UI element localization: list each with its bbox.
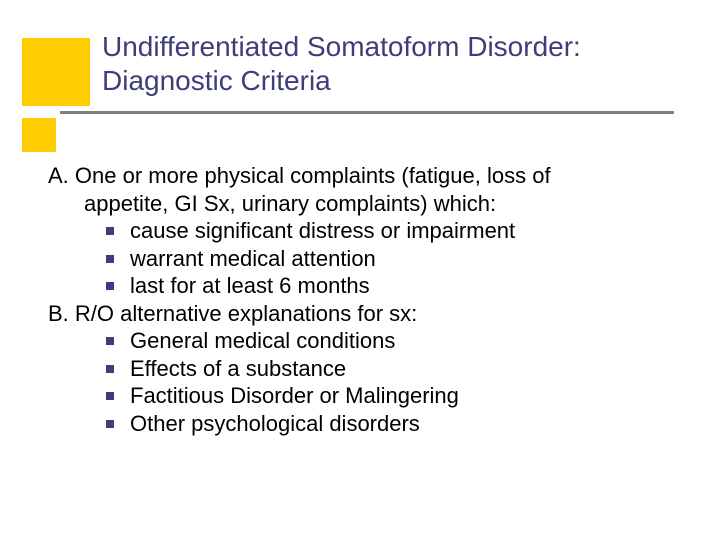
section-b-heading: B. R/O alternative explanations for sx: [48,300,678,328]
list-item: General medical conditions [48,327,678,355]
list-item-label: Effects of a substance [130,355,346,383]
accent-square-small [22,118,56,152]
title-divider [60,111,674,114]
section-a-heading-line1: A. One or more physical complaints (fati… [48,162,678,190]
list-item: cause significant distress or impairment [48,217,678,245]
list-item-label: Other psychological disorders [130,410,420,438]
section-a-heading-line2: appetite, GI Sx, urinary complaints) whi… [48,190,678,218]
list-item: Effects of a substance [48,355,678,383]
bullet-icon [106,337,114,345]
list-item-label: Factitious Disorder or Malingering [130,382,459,410]
title-line-2: Diagnostic Criteria [102,64,662,98]
bullet-icon [106,227,114,235]
bullet-icon [106,420,114,428]
title-region: Undifferentiated Somatoform Disorder: Di… [102,30,662,97]
list-item-label: last for at least 6 months [130,272,370,300]
list-item: Other psychological disorders [48,410,678,438]
title-line-1: Undifferentiated Somatoform Disorder: [102,30,662,64]
list-item-label: General medical conditions [130,327,395,355]
bullet-icon [106,282,114,290]
list-item: last for at least 6 months [48,272,678,300]
slide: Undifferentiated Somatoform Disorder: Di… [0,0,720,540]
list-item-label: cause significant distress or impairment [130,217,515,245]
body-region: A. One or more physical complaints (fati… [48,162,678,437]
list-item-label: warrant medical attention [130,245,376,273]
bullet-icon [106,365,114,373]
bullet-icon [106,255,114,263]
accent-square-large [22,38,90,106]
list-item: warrant medical attention [48,245,678,273]
bullet-icon [106,392,114,400]
list-item: Factitious Disorder or Malingering [48,382,678,410]
